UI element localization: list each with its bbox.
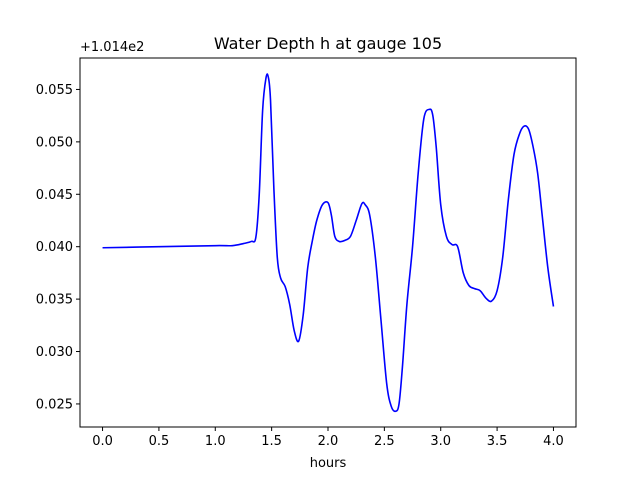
y-tick-label: 0.050	[36, 135, 73, 150]
y-tick-label: 0.025	[36, 397, 73, 412]
x-axis-label: hours	[310, 456, 347, 471]
x-tick-label: 2.5	[374, 434, 395, 449]
x-axis: 0.0 0.5 1.0 1.5 2.0 2.5 3.0 3.5 4.0	[92, 427, 564, 449]
series-layer	[102, 73, 555, 413]
y-offset-label: +1.014e2	[80, 40, 144, 55]
plot-area	[79, 57, 577, 428]
y-tick-label: 0.040	[36, 240, 73, 255]
x-tick-label: 0.0	[92, 434, 113, 449]
y-tick-label: 0.035	[36, 293, 73, 308]
y-tick-label: 0.030	[36, 345, 73, 360]
x-tick-label: 4.0	[543, 434, 564, 449]
chart-title: Water Depth h at gauge 105	[214, 34, 442, 53]
x-tick-label: 0.5	[149, 434, 170, 449]
x-tick-label: 1.5	[261, 434, 282, 449]
x-tick-label: 3.5	[487, 434, 508, 449]
plot-frame	[79, 57, 577, 428]
y-axis: 0.025 0.030 0.035 0.040 0.045 0.050 0.055	[36, 83, 80, 412]
y-tick-label: 0.055	[36, 83, 73, 98]
x-tick-label: 1.0	[205, 434, 226, 449]
series-line	[102, 73, 555, 413]
y-tick-label: 0.045	[36, 188, 73, 203]
x-tick-label: 2.0	[318, 434, 339, 449]
x-tick-label: 3.0	[430, 434, 451, 449]
